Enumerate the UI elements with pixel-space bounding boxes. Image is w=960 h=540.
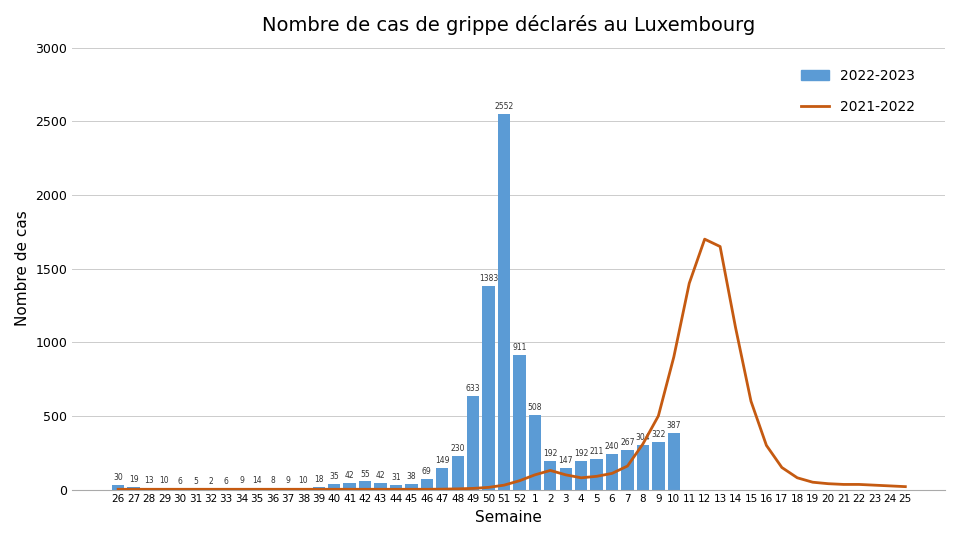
Text: 42: 42 — [375, 471, 385, 481]
Text: 240: 240 — [605, 442, 619, 451]
Text: 911: 911 — [513, 343, 527, 353]
Legend: 2022-2023, 2021-2022: 2022-2023, 2021-2022 — [796, 63, 921, 119]
Bar — [467, 396, 479, 490]
Text: 18: 18 — [314, 475, 324, 484]
Text: 322: 322 — [651, 430, 665, 439]
Bar — [420, 480, 433, 490]
Bar — [575, 461, 588, 490]
Text: 14: 14 — [252, 476, 262, 484]
Bar — [174, 489, 186, 490]
Bar — [652, 442, 664, 490]
Y-axis label: Nombre de cas: Nombre de cas — [15, 211, 30, 327]
Bar — [483, 286, 494, 490]
Text: 149: 149 — [435, 456, 449, 465]
Text: 38: 38 — [407, 472, 417, 481]
Bar — [112, 485, 124, 490]
Text: 147: 147 — [559, 456, 573, 465]
Text: 8: 8 — [270, 476, 275, 485]
Text: 192: 192 — [543, 449, 558, 458]
Bar — [621, 450, 634, 490]
Bar — [514, 355, 526, 490]
Bar — [158, 488, 171, 490]
Text: 35: 35 — [329, 472, 339, 482]
Text: 304: 304 — [636, 433, 650, 442]
Text: 5: 5 — [193, 477, 198, 486]
Bar — [359, 482, 372, 490]
Text: 13: 13 — [144, 476, 154, 485]
Text: 30: 30 — [113, 473, 123, 482]
Bar — [189, 489, 202, 490]
Text: 211: 211 — [589, 447, 604, 456]
Text: 508: 508 — [528, 403, 542, 412]
Bar — [313, 487, 325, 490]
Bar — [328, 484, 341, 490]
Text: 267: 267 — [620, 438, 635, 447]
Text: 6: 6 — [178, 477, 182, 486]
Text: 10: 10 — [299, 476, 308, 485]
Text: 633: 633 — [466, 384, 480, 394]
Title: Nombre de cas de grippe déclarés au Luxembourg: Nombre de cas de grippe déclarés au Luxe… — [262, 15, 756, 35]
Text: 1383: 1383 — [479, 274, 498, 283]
Bar — [143, 488, 156, 490]
Bar — [298, 488, 309, 490]
Bar — [266, 488, 278, 490]
Text: 387: 387 — [666, 421, 681, 430]
Bar — [405, 484, 418, 490]
Text: 10: 10 — [159, 476, 169, 485]
Text: 69: 69 — [422, 468, 432, 476]
Bar — [544, 461, 557, 490]
Text: 6: 6 — [224, 477, 228, 486]
Text: 31: 31 — [391, 473, 400, 482]
Bar — [235, 488, 248, 490]
Bar — [560, 468, 572, 490]
Text: 2: 2 — [208, 477, 213, 487]
Bar — [436, 468, 448, 490]
Bar — [344, 483, 356, 490]
Text: 55: 55 — [360, 470, 370, 478]
Text: 2552: 2552 — [494, 102, 514, 111]
Bar — [590, 458, 603, 490]
Bar — [374, 483, 387, 490]
Text: 192: 192 — [574, 449, 588, 458]
X-axis label: Semaine: Semaine — [475, 510, 542, 525]
Text: 42: 42 — [345, 471, 354, 481]
Text: 230: 230 — [450, 444, 465, 453]
Bar — [529, 415, 541, 490]
Bar — [220, 489, 232, 490]
Bar — [498, 113, 510, 490]
Bar — [390, 485, 402, 490]
Text: 9: 9 — [239, 476, 244, 485]
Bar — [281, 488, 294, 490]
Bar — [667, 433, 680, 490]
Bar — [636, 445, 649, 490]
Bar — [451, 456, 464, 490]
Bar — [606, 454, 618, 490]
Bar — [251, 488, 263, 490]
Bar — [128, 487, 140, 490]
Text: 9: 9 — [285, 476, 290, 485]
Text: 19: 19 — [129, 475, 138, 484]
